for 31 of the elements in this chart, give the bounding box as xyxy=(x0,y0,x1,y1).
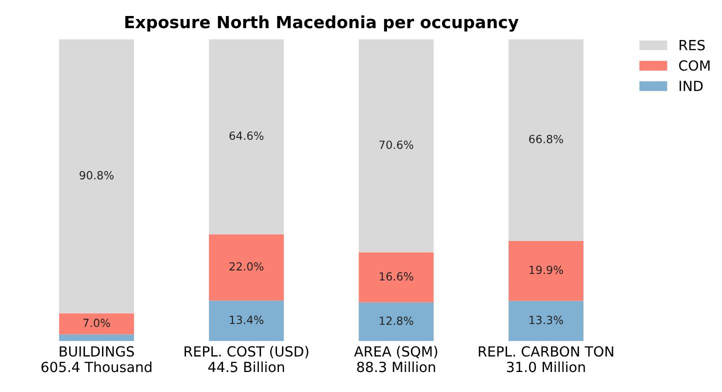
x-tick-label: REPL. CARBON TON 31.0 Million xyxy=(478,346,614,372)
data-label: 70.6% xyxy=(379,140,414,149)
bar xyxy=(508,39,584,241)
legend-label: COM xyxy=(679,60,710,71)
data-label: 90.8% xyxy=(80,171,114,180)
bar xyxy=(208,300,284,342)
bar xyxy=(358,39,434,252)
bar xyxy=(508,240,584,301)
data-label: 12.8% xyxy=(380,316,414,325)
data-label: 22.0% xyxy=(230,262,264,271)
data-label: 13.3% xyxy=(530,316,564,324)
bar xyxy=(208,39,284,234)
data-label: 19.9% xyxy=(530,266,564,274)
data-label: 66.8% xyxy=(529,134,564,144)
data-label: 13.4% xyxy=(230,316,264,324)
data-label: 16.6% xyxy=(380,272,414,281)
bar xyxy=(59,313,134,334)
x-tick-label: BUILDINGS 605.4 Thousand xyxy=(41,346,152,372)
data-label: 64.6% xyxy=(230,132,264,140)
bar xyxy=(59,334,134,342)
x-tick-label: AREA (SQM) 88.3 Million xyxy=(354,346,438,372)
x-tick-label: REPL. COST (USD) 44.5 Billion xyxy=(184,346,308,372)
data-label: 7.0% xyxy=(83,318,110,328)
chart-title: Exposure North Macedonia per occupancy xyxy=(125,15,518,32)
bar xyxy=(358,252,434,302)
legend-label: RES xyxy=(680,40,705,50)
bar xyxy=(59,39,134,314)
bar xyxy=(208,234,284,301)
bar xyxy=(508,300,584,342)
legend-label: IND xyxy=(680,80,703,91)
bar xyxy=(358,302,434,342)
